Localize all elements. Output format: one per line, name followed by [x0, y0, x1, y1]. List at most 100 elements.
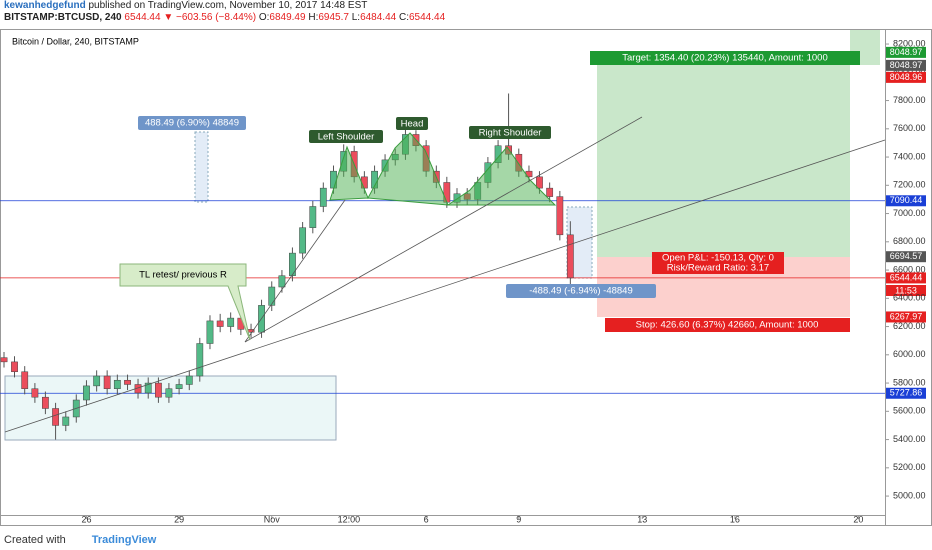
- candle-body: [62, 416, 70, 426]
- candle-body: [268, 286, 276, 306]
- candle-body: [21, 371, 29, 389]
- annotation: Risk/Reward Ratio: 3.17: [667, 263, 769, 274]
- h-label: H:: [308, 12, 319, 23]
- chart-title: Bitcoin / Dollar, 240, BITSTAMP: [12, 36, 139, 46]
- low: 6484.44: [360, 12, 397, 23]
- x-tick-label: 6: [424, 514, 429, 524]
- y-tick-label: 6400.00: [893, 293, 926, 303]
- price-label: 6694.57: [890, 251, 923, 261]
- label-bg: [138, 116, 246, 130]
- y-tick-label: 6200.00: [893, 321, 926, 331]
- candle-body: [196, 343, 204, 377]
- candle-body: [113, 379, 121, 389]
- y-tick-label: 8000.00: [893, 67, 926, 77]
- y-tick-label: 5000.00: [893, 490, 926, 500]
- candle-body: [536, 176, 543, 189]
- label-bg: [506, 284, 656, 298]
- candle-body: [52, 408, 59, 426]
- range-box: [4, 375, 337, 441]
- label-bg: [396, 117, 428, 130]
- price-label-bg: [886, 311, 926, 323]
- candle-body: [155, 382, 162, 398]
- x-tick-label: Nov: [264, 514, 281, 524]
- price-label: 8048.97: [890, 60, 923, 70]
- user[interactable]: kewanhedgefund: [4, 0, 86, 11]
- trendline: [244, 199, 346, 343]
- annotation: 488.49 (6.90%) 48849: [145, 118, 239, 129]
- label-bg: [605, 318, 850, 332]
- candle-body: [31, 388, 39, 398]
- candle-body: [0, 357, 8, 363]
- callout: [119, 263, 251, 341]
- price-label-bg: [886, 46, 926, 58]
- candle-body: [566, 234, 574, 279]
- price-label: 6267.97: [890, 311, 923, 321]
- x-tick-label: 16: [730, 514, 740, 524]
- countdown: 11:53: [895, 285, 917, 295]
- candle-body: [11, 361, 18, 373]
- trendline: [4, 139, 886, 433]
- x-tick-label: 9: [516, 514, 521, 524]
- price-label-bg: [886, 251, 926, 263]
- candle-body: [124, 379, 131, 385]
- y-tick-label: 8200.00: [893, 38, 926, 48]
- candle-body: [185, 375, 193, 385]
- label-bg: [590, 51, 860, 65]
- annotation: Open P&L: -150.13, Qty: 0: [662, 253, 774, 264]
- candle-body: [41, 396, 49, 409]
- x-tick-label: 13: [637, 514, 647, 524]
- price-label-bg: [886, 387, 926, 399]
- price-label: 8048.96: [890, 72, 923, 82]
- label-bg: [469, 126, 551, 139]
- candle-body: [144, 382, 152, 394]
- o-label: O:: [258, 12, 270, 23]
- candle-body: [83, 385, 90, 401]
- created: Created with: [4, 534, 66, 546]
- symbol: BITSTAMP:BTCUSD, 240: [4, 12, 122, 23]
- candle-body: [546, 187, 554, 197]
- label-bg: [886, 285, 926, 296]
- price-label: 7090.44: [890, 195, 923, 205]
- open: 6849.49: [269, 12, 306, 23]
- head-shoulders: [329, 132, 557, 206]
- y-tick-label: 7600.00: [893, 123, 926, 133]
- candle-body: [103, 375, 111, 389]
- y-tick-label: 6800.00: [893, 236, 926, 246]
- candle-body: [289, 252, 296, 276]
- candle-body: [278, 275, 286, 288]
- c-label: C:: [399, 12, 409, 23]
- brand[interactable]: TradingView: [91, 534, 157, 546]
- y-tick-label: 5600.00: [893, 406, 926, 416]
- label-bg: [309, 130, 383, 143]
- annotation: -488.49 (-6.94%) -48849: [529, 286, 633, 297]
- price-label-bg: [886, 71, 926, 83]
- candle-body: [165, 388, 173, 398]
- annotation: Left Shoulder: [318, 132, 375, 143]
- annotation: TL retest/ previous R: [139, 270, 227, 281]
- annotation: Head: [401, 119, 424, 130]
- y-tick-label: 5200.00: [893, 462, 926, 472]
- trendline: [244, 116, 643, 343]
- price-label-bg: [886, 195, 926, 207]
- l-label: L:: [351, 12, 361, 23]
- candle-body: [556, 196, 564, 236]
- price-label: 5727.86: [890, 388, 923, 398]
- header: kewanhedgefund published on TradingView.…: [4, 0, 445, 24]
- price-label-bg: [886, 59, 926, 71]
- candle-body: [319, 187, 327, 207]
- y-tick-label: 7200.00: [893, 180, 926, 190]
- price-label: 8048.97: [890, 47, 923, 57]
- footer: Created with TradingView: [4, 534, 156, 546]
- candle-body: [227, 317, 235, 327]
- candle-body: [93, 375, 101, 387]
- y-tick-label: 7000.00: [893, 208, 926, 218]
- candle-body: [175, 384, 183, 389]
- price-label: 6544.44: [890, 272, 923, 282]
- candle-body: [206, 320, 214, 344]
- y-tick-label: 7800.00: [893, 95, 926, 105]
- candle-body: [309, 206, 317, 228]
- change: ▼ −603.56 (−8.44%): [163, 12, 257, 23]
- measure-up: [194, 131, 209, 203]
